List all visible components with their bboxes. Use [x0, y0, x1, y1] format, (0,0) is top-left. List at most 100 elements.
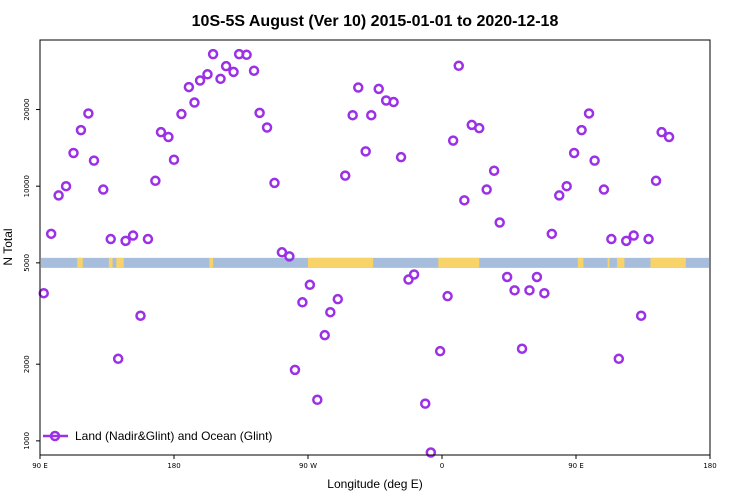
data-point [261, 122, 273, 133]
data-point [289, 364, 301, 376]
data-point [312, 394, 323, 406]
data-point [481, 184, 492, 195]
data-point [613, 353, 625, 365]
data-point [353, 82, 364, 93]
data-point [643, 233, 654, 245]
y-tick-label: 10000 [23, 175, 31, 197]
data-point [45, 228, 57, 240]
data-point [284, 251, 295, 262]
data-point [408, 269, 420, 280]
land-segment [77, 257, 83, 268]
land-segment [577, 257, 584, 268]
data-point [459, 195, 470, 206]
data-point [347, 109, 358, 121]
data-point [488, 165, 500, 176]
y-tick-label: 5000 [23, 254, 31, 272]
data-point [403, 274, 414, 285]
data-point [163, 131, 174, 143]
data-point [524, 285, 535, 296]
y-tick-label: 2000 [23, 355, 31, 373]
data-point [606, 233, 617, 245]
data-point [635, 310, 647, 321]
x-tick-label: 180 [167, 462, 180, 470]
land-segment [308, 257, 374, 268]
data-point [112, 353, 124, 365]
data-point [207, 48, 219, 60]
data-point [628, 230, 639, 241]
land-segment [616, 257, 625, 268]
data-point [150, 175, 161, 187]
data-point [38, 287, 49, 299]
legend-marker [49, 430, 61, 442]
land-segment [438, 257, 480, 268]
data-point [105, 233, 116, 245]
data-point [297, 297, 308, 308]
data-point [360, 146, 371, 157]
data-point [276, 247, 288, 258]
chart-title: 10S-5S August (Ver 10) 2015-01-01 to 202… [192, 13, 559, 30]
data-point [68, 147, 79, 159]
data-points [38, 48, 675, 458]
ocean-band [41, 257, 709, 268]
land-segment [209, 257, 214, 268]
y-tick-label: 20000 [23, 98, 31, 120]
x-tick-label: 90 E [32, 462, 48, 470]
x-tick-label: 0 [440, 462, 444, 470]
data-point [248, 65, 260, 76]
basemap-strip [41, 257, 709, 268]
data-point [373, 83, 384, 95]
data-point [539, 287, 550, 299]
data-point [304, 279, 316, 291]
data-point [168, 154, 180, 166]
data-point [176, 108, 187, 120]
data-point [546, 228, 558, 240]
data-point [447, 135, 459, 146]
data-point [183, 81, 195, 93]
data-point [531, 271, 543, 283]
data-point [135, 310, 146, 321]
x-tick-label: 180 [703, 462, 716, 470]
data-point [598, 184, 610, 195]
data-point [88, 155, 100, 166]
data-point [425, 447, 437, 458]
plot-frame [39, 39, 711, 456]
data-point [621, 235, 632, 247]
data-point [215, 73, 226, 85]
data-point [583, 108, 595, 119]
x-tick-label: 90 W [299, 462, 317, 470]
data-point [494, 217, 505, 228]
land-segment [607, 257, 610, 268]
data-point [254, 107, 265, 119]
data-point [269, 177, 280, 189]
data-point [561, 180, 572, 192]
data-point [473, 122, 485, 134]
data-point [442, 290, 453, 302]
data-point [453, 60, 464, 72]
data-point [568, 147, 580, 159]
data-point [60, 180, 72, 192]
data-point [75, 124, 87, 136]
data-point [98, 184, 109, 195]
data-point [127, 230, 139, 241]
data-point [589, 155, 600, 166]
data-point [83, 108, 94, 119]
data-point [501, 271, 513, 283]
data-point [241, 49, 252, 61]
data-point [650, 175, 662, 187]
data-point [576, 124, 587, 136]
data-point [319, 329, 330, 341]
legend: Land (Nadir&Glint) and Ocean (Glint) [43, 429, 272, 443]
data-point [228, 66, 239, 78]
data-point [53, 190, 64, 201]
land-segment [116, 257, 124, 268]
y-tick-label: 1000 [23, 432, 31, 450]
data-point [189, 97, 200, 108]
land-segment [650, 257, 686, 268]
land-segment [108, 257, 113, 268]
legend-label: Land (Nadir&Glint) and Ocean (Glint) [75, 429, 272, 443]
axis-ticks: 90 E 180 90 W 0 90 E 180 1000 2000 5000 10000 2000… [23, 98, 717, 470]
data-point [220, 60, 232, 72]
x-axis-label: Longitude (deg E) [327, 477, 422, 491]
data-point [120, 235, 131, 247]
